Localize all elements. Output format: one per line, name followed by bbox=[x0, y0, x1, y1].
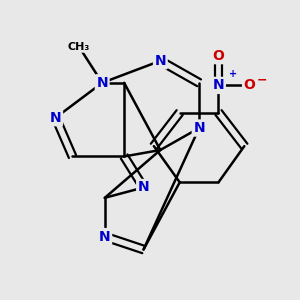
Text: +: + bbox=[229, 69, 237, 79]
Text: −: − bbox=[257, 74, 268, 87]
Text: O: O bbox=[244, 78, 255, 92]
Text: N: N bbox=[138, 181, 149, 194]
Text: N: N bbox=[99, 230, 111, 244]
Text: CH₃: CH₃ bbox=[68, 42, 90, 52]
Text: O: O bbox=[213, 49, 224, 63]
Text: N: N bbox=[50, 111, 62, 125]
Text: N: N bbox=[96, 76, 108, 90]
Text: N: N bbox=[213, 78, 224, 92]
Text: N: N bbox=[154, 54, 166, 68]
Text: N: N bbox=[193, 121, 205, 135]
